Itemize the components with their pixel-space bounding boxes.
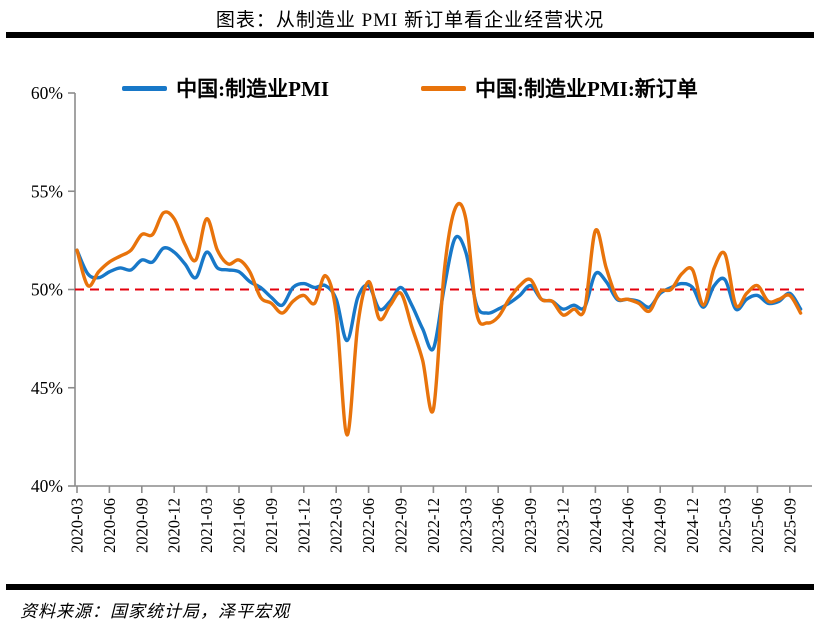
x-tick-label: 2020-12 [165,498,184,553]
x-tick-label: 2020-09 [132,498,151,553]
x-tick-label: 2024-09 [651,498,670,553]
y-tick-label: 60% [31,83,63,103]
x-tick-label: 2022-03 [327,498,346,553]
x-tick-label: 2024-06 [618,498,637,553]
x-tick-label: 2020-03 [68,498,87,553]
x-tick-label: 2023-12 [554,498,573,553]
y-tick-label: 45% [31,378,63,398]
x-tick-label: 2022-09 [392,498,411,553]
x-tick-label: 2022-06 [359,498,378,553]
new-orders-legend-label: 中国:制造业PMI:新订单 [475,77,698,101]
bottom-rule [6,584,814,590]
x-tick-label: 2021-09 [262,498,281,553]
x-tick-label: 2024-12 [683,498,702,553]
pmi-line-swatch [122,85,168,91]
chart-legend: 中国:制造业PMI 中国:制造业PMI:新订单 [0,73,820,103]
legend-item-pmi: 中国:制造业PMI [122,73,329,103]
top-rule [6,32,814,38]
x-tick-label: 2025-03 [716,498,735,553]
new-orders-series-line [75,201,803,437]
x-tick-label: 2023-09 [521,498,540,553]
x-tick-label: 2021-03 [197,498,216,553]
source-note: 资料来源：国家统计局，泽平宏观 [20,602,290,621]
x-tick-label: 2023-06 [489,498,508,553]
x-tick-label: 2020-06 [100,498,119,553]
chart-title: 图表：从制造业 PMI 新订单看企业经营状况 [215,10,605,31]
x-tick-label: 2023-03 [456,498,475,553]
x-tick-label: 2025-09 [780,498,799,553]
x-tick-label: 2021-12 [294,498,313,553]
x-tick-label: 2021-06 [230,498,249,553]
y-tick-label: 55% [31,181,63,201]
x-tick-label: 2024-03 [586,498,605,553]
x-tick-label: 2025-06 [748,498,767,553]
y-tick-label: 40% [31,476,63,496]
legend-item-new-orders: 中国:制造业PMI:新订单 [421,73,698,103]
y-tick-label: 50% [31,280,63,300]
x-tick-label: 2022-12 [424,498,443,553]
pmi-legend-label: 中国:制造业PMI [176,77,329,101]
new-orders-line-swatch [421,85,466,91]
